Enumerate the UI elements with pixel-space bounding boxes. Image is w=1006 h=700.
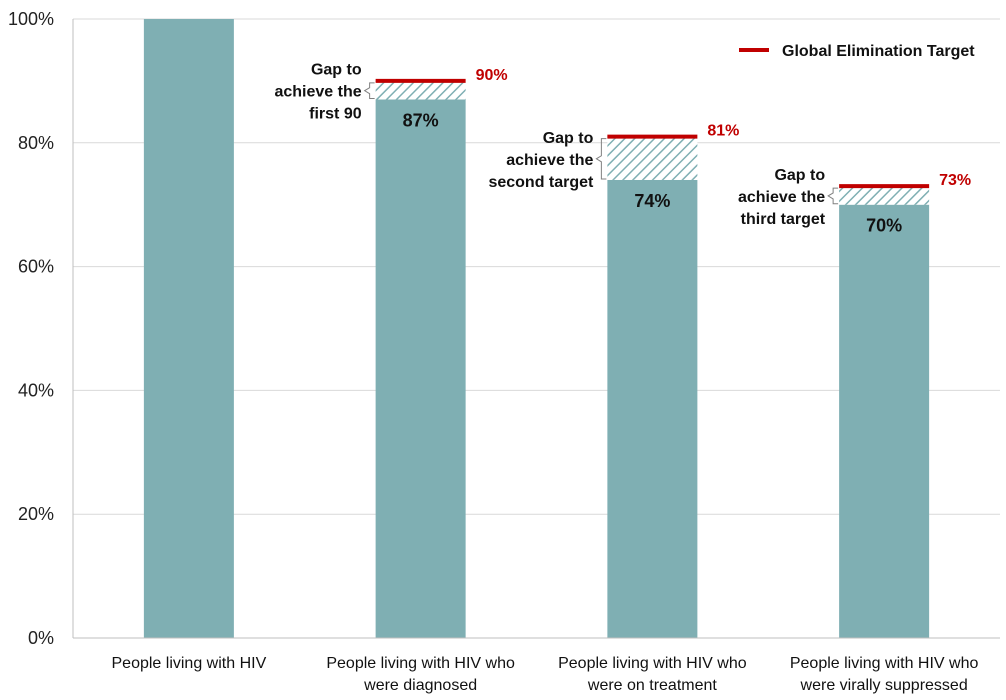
- gap-bracket: [363, 82, 375, 99]
- category-label: were diagnosed: [363, 677, 477, 694]
- legend: Global Elimination Target: [739, 43, 975, 60]
- target-label: 81%: [707, 123, 739, 140]
- gap-hatch: [607, 136, 698, 180]
- labels: 90% Gap to achieve the first 90 87% 81% Gap to…: [274, 62, 971, 236]
- gap-label: second target: [488, 174, 594, 191]
- y-tick-label: 60%: [18, 257, 54, 277]
- gap-label: achieve the: [738, 189, 825, 206]
- y-tick-label: 40%: [18, 380, 54, 400]
- bar: [143, 19, 234, 638]
- x-axis: People living with HIV People living with…: [73, 637, 1000, 694]
- category-label: People living with HIV: [112, 655, 267, 672]
- bar: [607, 179, 698, 638]
- gap-label: Gap to: [774, 167, 825, 184]
- gap-hatch: [839, 186, 930, 205]
- gap-hatch: [375, 80, 466, 100]
- target-label: 90%: [476, 67, 508, 84]
- y-tick-label: 100%: [8, 9, 54, 29]
- bar: [839, 204, 930, 638]
- value-label: 74%: [634, 191, 670, 211]
- gap-bracket: [827, 187, 839, 205]
- value-label: 70%: [866, 216, 902, 236]
- gap-label: Gap to: [543, 130, 594, 147]
- gap-label: achieve the: [274, 84, 361, 101]
- gap-label: achieve the: [506, 152, 593, 169]
- y-tick-label: 80%: [18, 133, 54, 153]
- gap-label: third target: [741, 211, 826, 228]
- value-label: 87%: [403, 110, 439, 130]
- y-axis: 0% 20% 40% 60% 80% 100%: [8, 9, 74, 648]
- category-label: People living with HIV who: [326, 655, 515, 672]
- bar: [375, 99, 466, 639]
- bars: [143, 19, 930, 639]
- gap-label: first 90: [309, 106, 362, 123]
- category-label: were on treatment: [587, 677, 718, 694]
- target-label: 73%: [939, 172, 971, 189]
- y-tick-label: 0%: [28, 628, 54, 648]
- category-label: People living with HIV who: [558, 655, 747, 672]
- legend-target-label: Global Elimination Target: [782, 43, 975, 60]
- category-label: were virally suppressed: [800, 677, 968, 694]
- y-tick-label: 20%: [18, 504, 54, 524]
- category-label: People living with HIV who: [790, 655, 979, 672]
- gap-bracket: [595, 138, 607, 180]
- gap-label: Gap to: [311, 62, 362, 79]
